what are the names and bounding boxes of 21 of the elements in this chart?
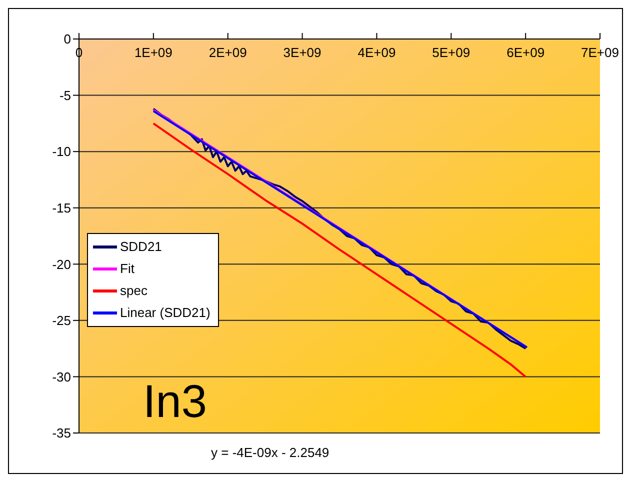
y-tick-label: -25 <box>52 313 71 328</box>
legend-label: SDD21 <box>120 239 162 256</box>
y-tick-label: -10 <box>52 144 71 160</box>
y-tick-label: -5 <box>59 88 71 103</box>
x-tick-label: 2E+09 <box>208 45 247 60</box>
y-tick-label: -35 <box>52 426 71 441</box>
x-tick-label: 3E+09 <box>283 45 322 60</box>
x-tick-label: 7E+09 <box>581 45 619 60</box>
y-tick-label: -30 <box>52 369 71 384</box>
annotation: In3 <box>143 375 207 427</box>
legend-label: Linear (SDD21) <box>120 305 210 322</box>
y-tick-label: -20 <box>52 256 71 272</box>
x-tick-label: 4E+09 <box>358 45 396 60</box>
legend-label: Fit <box>120 261 134 278</box>
x-tick-label: 1E+09 <box>134 45 172 60</box>
y-tick-label: 0 <box>64 32 71 47</box>
x-tick-label: 6E+09 <box>506 45 545 60</box>
y-tick-label: -15 <box>52 200 71 216</box>
x-tick-label: 5E+09 <box>432 45 470 60</box>
text: y = -4E-09x - 2.2549 <box>211 445 330 460</box>
legend-label: spec <box>120 283 148 300</box>
